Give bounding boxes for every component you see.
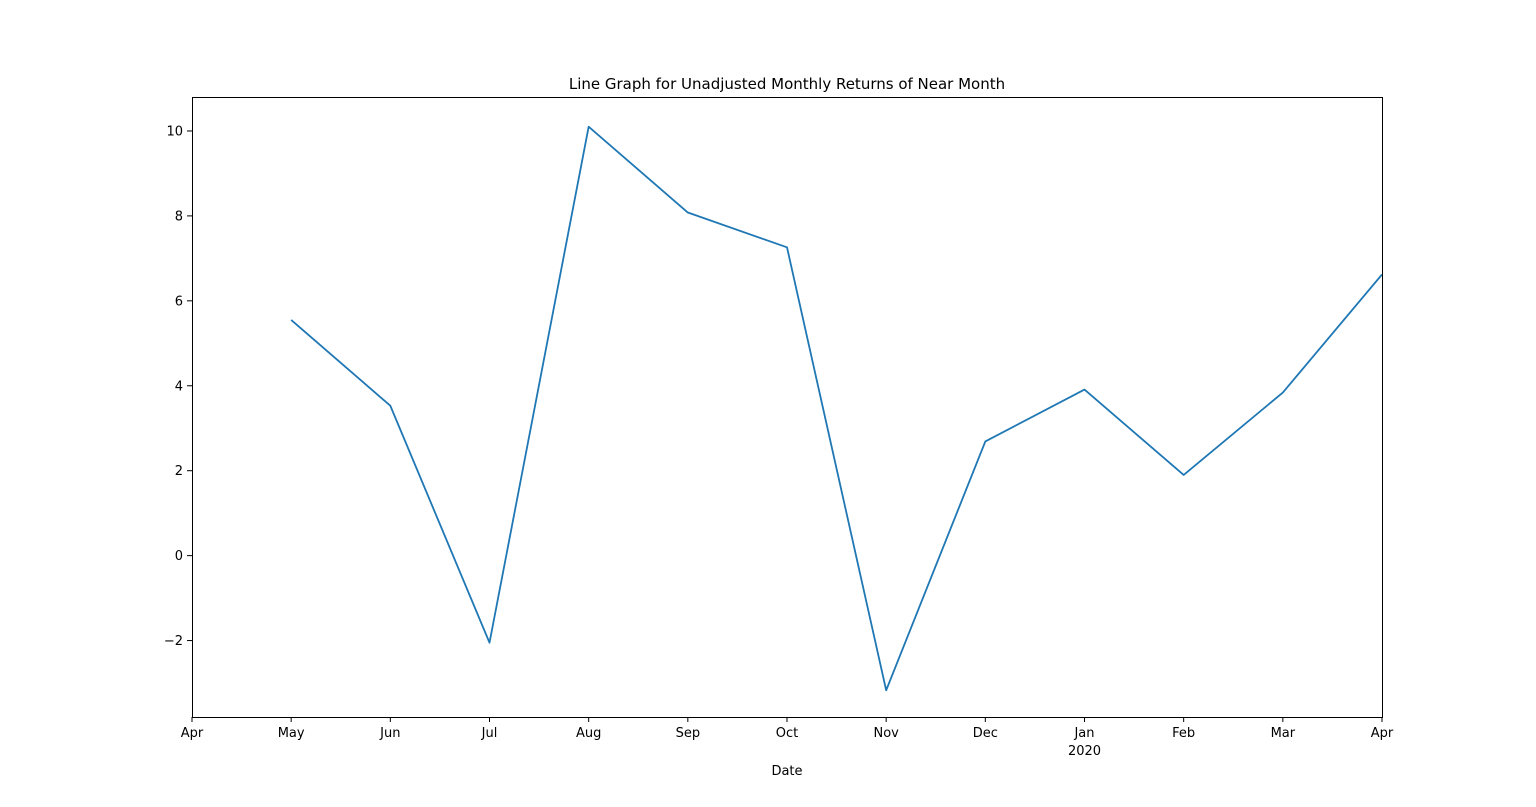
x-tick-label: May <box>278 726 305 741</box>
x-tick-label: Oct <box>776 726 798 741</box>
y-tick-label: 10 <box>166 124 183 139</box>
x-tick-label: Jul <box>481 726 498 741</box>
x-tick-label: Aug <box>576 726 601 741</box>
series-line <box>290 125 1382 692</box>
x-axis: Apr May Jun Jul Aug Sep Oct Nov Dec Jan 2020 Feb Mar… <box>181 717 1394 759</box>
x-tick-label: Sep <box>676 726 701 741</box>
chart-title: Line Graph for Unadjusted Monthly Return… <box>569 75 1005 93</box>
x-tick-label: Jun <box>379 726 400 741</box>
x-axis-label: Date <box>771 764 802 779</box>
y-tick-label: 6 <box>175 294 183 309</box>
x-tick-label: Nov <box>873 726 899 741</box>
x-tick-sublabel: 2020 <box>1068 744 1101 759</box>
x-tick-label: Mar <box>1271 726 1296 741</box>
y-axis: −2 0 2 4 6 8 10 <box>164 124 192 649</box>
y-tick-label: 2 <box>175 464 183 479</box>
y-tick-label: 8 <box>175 209 183 224</box>
x-tick-label: Jan <box>1073 726 1094 741</box>
x-tick-label: Apr <box>1371 726 1394 741</box>
y-tick-label: −2 <box>164 634 183 649</box>
y-tick-label: 4 <box>175 379 183 394</box>
x-tick-label: Dec <box>973 726 998 741</box>
x-tick-label: Feb <box>1172 726 1195 741</box>
y-tick-label: 0 <box>175 549 183 564</box>
x-tick-label: Apr <box>181 726 204 741</box>
series-layer <box>290 125 1382 692</box>
